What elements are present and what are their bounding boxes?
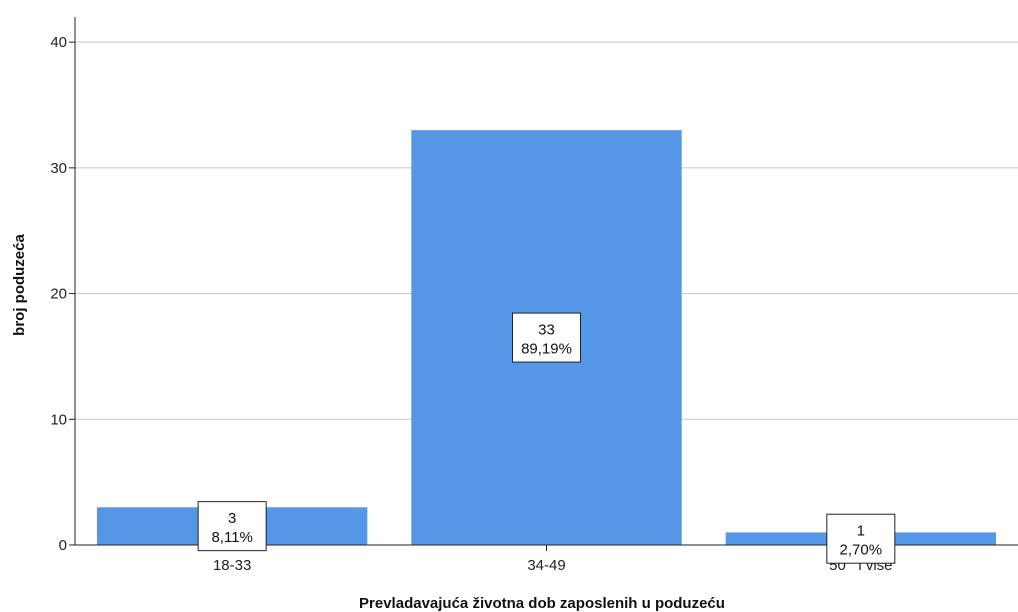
data-label: 33 89,19% [512, 312, 581, 363]
data-label-percent: 8,11% [211, 529, 252, 546]
data-label-box [197, 501, 267, 552]
x-tick-label: 34-49 [527, 557, 565, 574]
data-label-box [512, 312, 581, 363]
data-label-percent: 89,19% [521, 341, 572, 358]
y-tick-label: 20 [50, 286, 67, 303]
x-axis-title: Prevladavajuća životna dob zaposlenih u … [359, 595, 725, 612]
data-labels: 3 8,11% 33 89,19% 1 2,70% [197, 312, 896, 564]
y-tick-label: 40 [50, 34, 67, 51]
y-tick-label: 30 [50, 160, 67, 177]
y-axis-title: broj poduzeća [11, 234, 28, 336]
y-tick-labels: 0 10 20 30 40 [50, 34, 75, 554]
data-label-count: 33 [538, 322, 555, 339]
data-label: 1 2,70% [826, 513, 896, 564]
x-tick-labels: 18-33 34-49 50 i više [213, 545, 893, 574]
x-tick-label: 18-33 [213, 557, 251, 574]
data-label-count: 1 [857, 523, 865, 540]
data-label-count: 3 [228, 510, 236, 527]
data-label-box [826, 513, 896, 564]
data-label: 3 8,11% [197, 501, 267, 552]
data-label-percent: 2,70% [840, 542, 883, 559]
y-tick-label: 0 [59, 537, 67, 554]
y-tick-label: 10 [50, 411, 67, 428]
